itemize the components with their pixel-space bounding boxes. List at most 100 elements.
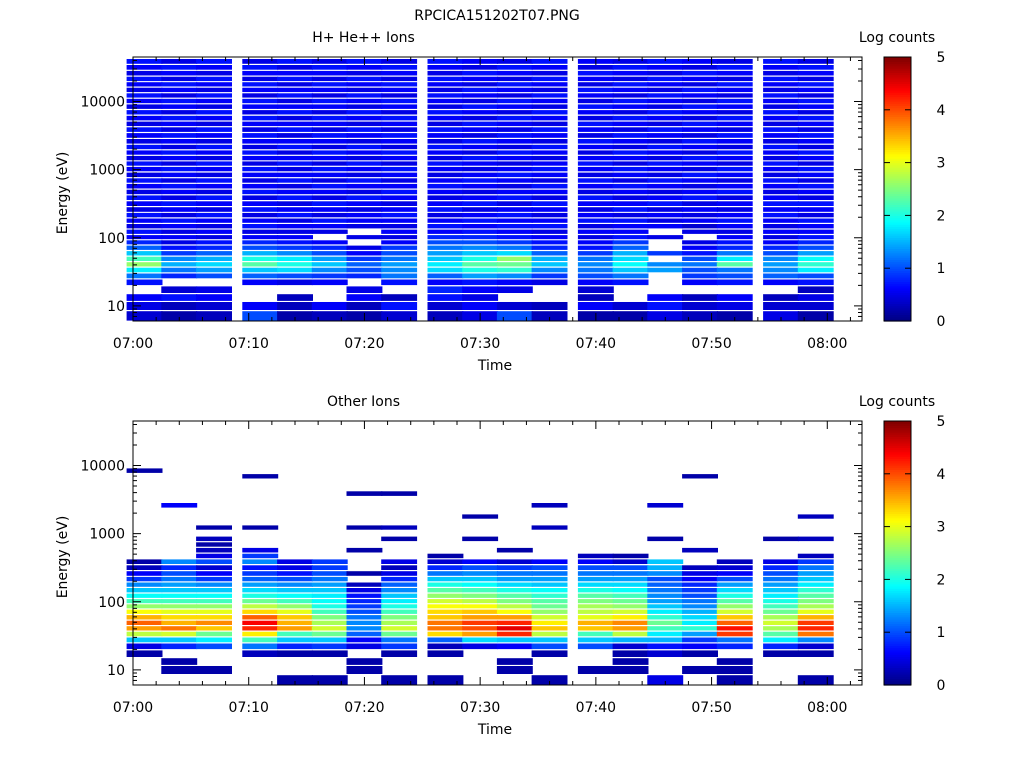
heatmap-cell [612,240,649,245]
heatmap-cell [126,183,163,189]
heatmap-cell [797,218,834,223]
colorbar-segment [884,427,911,431]
heatmap-cell [346,70,383,76]
colorbar-segment [884,70,911,73]
heatmap-cell [427,212,464,218]
heatmap-cell [797,593,834,598]
heatmap-cell [763,172,799,178]
heatmap-cell [381,189,418,195]
heatmap-cell [196,273,232,279]
colorbar-segment [884,164,911,168]
heatmap-cell [196,183,232,189]
heatmap-cell [311,110,348,115]
heatmap-cell [346,658,383,665]
colorbar-segment [884,158,911,161]
heatmap-cell [427,565,464,570]
heatmap-cell [381,121,418,127]
heatmap-cell [196,643,232,650]
colorbar-segment [884,296,911,300]
heatmap-cell [242,302,279,310]
heatmap-cell [277,70,313,76]
heatmap-cell [763,189,799,195]
heatmap-cell [716,615,753,620]
colorbar-segment [884,299,911,302]
heatmap-cell [577,70,614,76]
heatmap-cell [612,87,649,93]
heatmap-cell [427,588,464,593]
heatmap-cell [763,571,799,576]
heatmap-cell [427,267,464,273]
heatmap-cell [311,87,348,93]
heatmap-cell [381,620,418,625]
heatmap-cell [716,189,753,195]
heatmap-cell [797,302,834,310]
heatmap-cell [612,144,649,150]
heatmap-cell [427,245,464,250]
heatmap-cell [716,256,753,261]
heatmap-cell [381,166,418,172]
colorbar-segment [884,597,911,600]
heatmap-cell [682,571,718,576]
heatmap-cell [577,139,614,144]
heatmap-cell [496,658,533,665]
heatmap-cell [277,127,313,132]
heatmap-cell [427,675,464,685]
heatmap-cell [716,183,753,189]
heatmap-cell [716,666,753,674]
heatmap-cell [577,76,614,82]
colorbar-segment [884,656,911,660]
heatmap-cell [277,650,313,657]
heatmap-cell [126,115,163,121]
heatmap-cell [462,643,499,650]
heatmap-cell [577,302,614,310]
heatmap-cell [346,127,383,132]
heatmap-cell [242,240,279,245]
heatmap-cell [381,224,418,229]
heatmap-cell [126,76,163,82]
heatmap-cell [682,302,718,310]
heatmap-cell [126,224,163,229]
heatmap-cell [531,559,568,564]
heatmap-cell [763,121,799,127]
heatmap-cell [242,224,279,229]
x-tick-label: 07:50 [691,700,731,716]
colorbar-segment [884,482,911,486]
heatmap-cell [462,294,499,301]
heatmap-cell [161,643,198,650]
heatmap-cell [427,115,464,121]
heatmap-cell [311,166,348,172]
colorbar-segment [884,147,911,150]
heatmap-cell [346,178,383,183]
heatmap-cell [496,87,533,93]
heatmap-cell [797,127,834,132]
heatmap-cell [462,110,499,115]
heatmap-cell [196,311,232,321]
heatmap-cell [577,87,614,93]
colorbar-segment [884,555,911,558]
colorbar-tick-label: 1 [937,625,946,641]
heatmap-cell [496,65,533,70]
heatmap-cell [763,240,799,245]
heatmap-cell [427,251,464,256]
heatmap-cell [462,588,499,593]
heatmap-cell [682,666,718,674]
heatmap-cell [612,121,649,127]
heatmap-cell [577,571,614,576]
heatmap-cell [161,82,198,87]
heatmap-cell [531,279,568,286]
colorbar-segment [884,542,911,545]
heatmap-cell [196,609,232,614]
colorbar-segment [884,489,911,492]
heatmap-cell [612,631,649,637]
heatmap-cell [462,626,499,631]
heatmap-cell [647,207,684,212]
heatmap-cell [577,599,614,604]
heatmap-cell [531,121,568,127]
heatmap-cell [277,139,313,144]
heatmap-cell [311,127,348,132]
heatmap-cell [196,110,232,115]
heatmap-cell [161,110,198,115]
colorbar-segment [884,63,911,67]
heatmap-cell [763,218,799,223]
heatmap-cell [682,588,718,593]
